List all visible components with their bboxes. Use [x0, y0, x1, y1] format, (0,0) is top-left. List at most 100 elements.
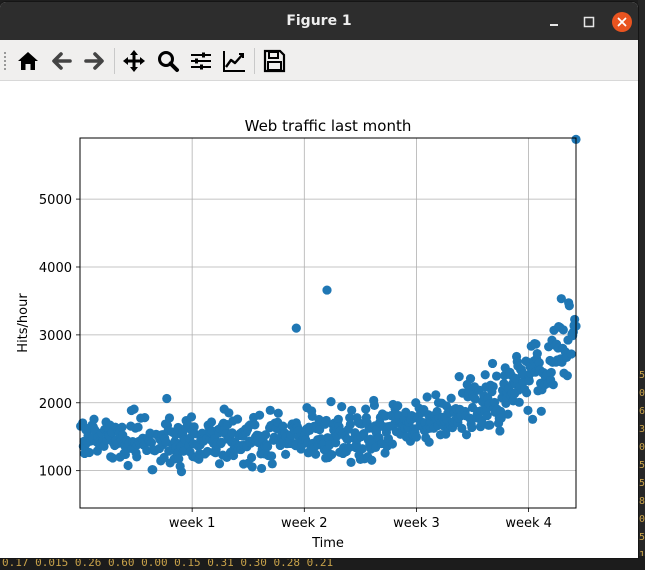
data-point	[562, 371, 572, 381]
data-point	[454, 372, 464, 382]
data-point	[523, 405, 533, 416]
maximize-button[interactable]	[580, 13, 598, 31]
data-point	[548, 380, 558, 390]
terminal-side	[638, 0, 645, 570]
forward-button[interactable]	[81, 48, 107, 74]
subplots-button[interactable]	[188, 48, 214, 74]
save-button[interactable]	[261, 48, 287, 74]
outlier-point	[291, 323, 301, 333]
data-point	[337, 402, 347, 412]
data-point	[146, 437, 157, 448]
close-button[interactable]	[612, 12, 632, 32]
data-point	[176, 467, 187, 477]
terminal-bottom: 0.17 0.015 0.26 0.60 0.00 0.15 0.31 0.30…	[0, 556, 645, 570]
home-button[interactable]	[15, 48, 41, 74]
terminal-digit: 6	[639, 406, 645, 417]
terminal-digit: 5	[639, 532, 645, 543]
data-point	[262, 442, 273, 452]
x-axis-label: Time	[311, 536, 344, 551]
close-icon	[617, 17, 627, 27]
x-tick-label: week 1	[169, 516, 216, 531]
sliders-icon	[191, 52, 211, 70]
terminal-digit: 3	[639, 424, 645, 435]
data-point	[108, 453, 118, 463]
data-point	[311, 449, 321, 459]
data-point	[546, 367, 556, 378]
data-point	[326, 397, 336, 407]
zoom-button[interactable]	[155, 48, 181, 74]
axes-frame	[79, 137, 577, 509]
data-point	[254, 410, 265, 420]
data-point	[531, 339, 541, 349]
y-tick-label: 4000	[39, 261, 72, 276]
toolbar-separator	[254, 48, 255, 74]
data-point	[247, 462, 257, 472]
data-point	[470, 394, 480, 404]
data-point	[556, 294, 566, 304]
navigation-toolbar	[0, 40, 638, 81]
toolbar-separator	[114, 48, 115, 74]
grid-lines	[80, 138, 576, 508]
terminal-digit: 5	[639, 460, 645, 471]
data-point	[487, 358, 498, 369]
data-point	[133, 422, 143, 432]
pan-button[interactable]	[121, 48, 147, 74]
data-point	[84, 447, 94, 458]
data-point	[117, 422, 127, 432]
y-axis-label: Hits/hour	[16, 293, 31, 353]
data-point	[465, 373, 476, 384]
data-point	[558, 325, 568, 335]
data-point	[148, 465, 158, 475]
data-point	[495, 426, 505, 436]
data-point	[411, 432, 422, 442]
chart-title: Web traffic last month	[245, 117, 412, 135]
data-point	[278, 421, 288, 431]
figure-window: Figure 1	[0, 2, 638, 558]
data-point	[327, 450, 337, 460]
data-point	[424, 437, 434, 447]
data-point	[369, 400, 379, 410]
data-point	[214, 459, 225, 469]
data-point	[206, 417, 217, 427]
data-point	[189, 422, 199, 432]
y-tick-label: 1000	[39, 465, 72, 480]
data-points	[76, 134, 581, 477]
window-title: Figure 1	[286, 13, 352, 29]
data-point	[431, 390, 441, 400]
y-tick-label: 2000	[39, 397, 72, 412]
maximize-icon	[583, 16, 595, 28]
data-point	[446, 393, 456, 403]
y-tick-label: 3000	[39, 329, 72, 344]
data-point	[159, 452, 169, 463]
minimize-button[interactable]	[545, 13, 563, 31]
data-point	[564, 301, 574, 311]
zoom-icon	[158, 51, 179, 72]
x-tick-label: week 3	[393, 516, 440, 531]
edit-axes-button[interactable]	[221, 48, 247, 74]
back-button[interactable]	[49, 48, 75, 74]
figure-canvas[interactable]: Web traffic last month week 1 week 2 week …	[0, 81, 638, 558]
data-point	[467, 422, 477, 433]
move-icon	[123, 50, 145, 72]
terminal-digit: 0	[639, 514, 645, 525]
terminal-bottom-text: 0.17 0.015 0.26 0.60 0.00 0.15 0.31 0.30…	[2, 556, 334, 569]
data-point	[164, 413, 175, 423]
data-point	[528, 414, 538, 424]
scatter-plot[interactable]: Web traffic last month week 1 week 2 week …	[0, 81, 638, 558]
toolbar-grip[interactable]	[4, 52, 6, 70]
data-point	[333, 414, 343, 424]
data-point	[344, 443, 354, 453]
data-point	[524, 376, 534, 386]
data-point	[266, 451, 277, 461]
data-point	[532, 348, 542, 359]
data-point	[190, 429, 200, 439]
title-bar[interactable]: Figure 1	[0, 2, 638, 40]
data-point	[367, 455, 377, 465]
data-point	[256, 463, 267, 474]
data-point	[321, 415, 331, 426]
x-tick-label: week 2	[281, 516, 328, 531]
data-point	[488, 381, 498, 392]
data-point	[357, 444, 367, 454]
data-point	[482, 411, 492, 421]
data-point	[246, 452, 257, 463]
